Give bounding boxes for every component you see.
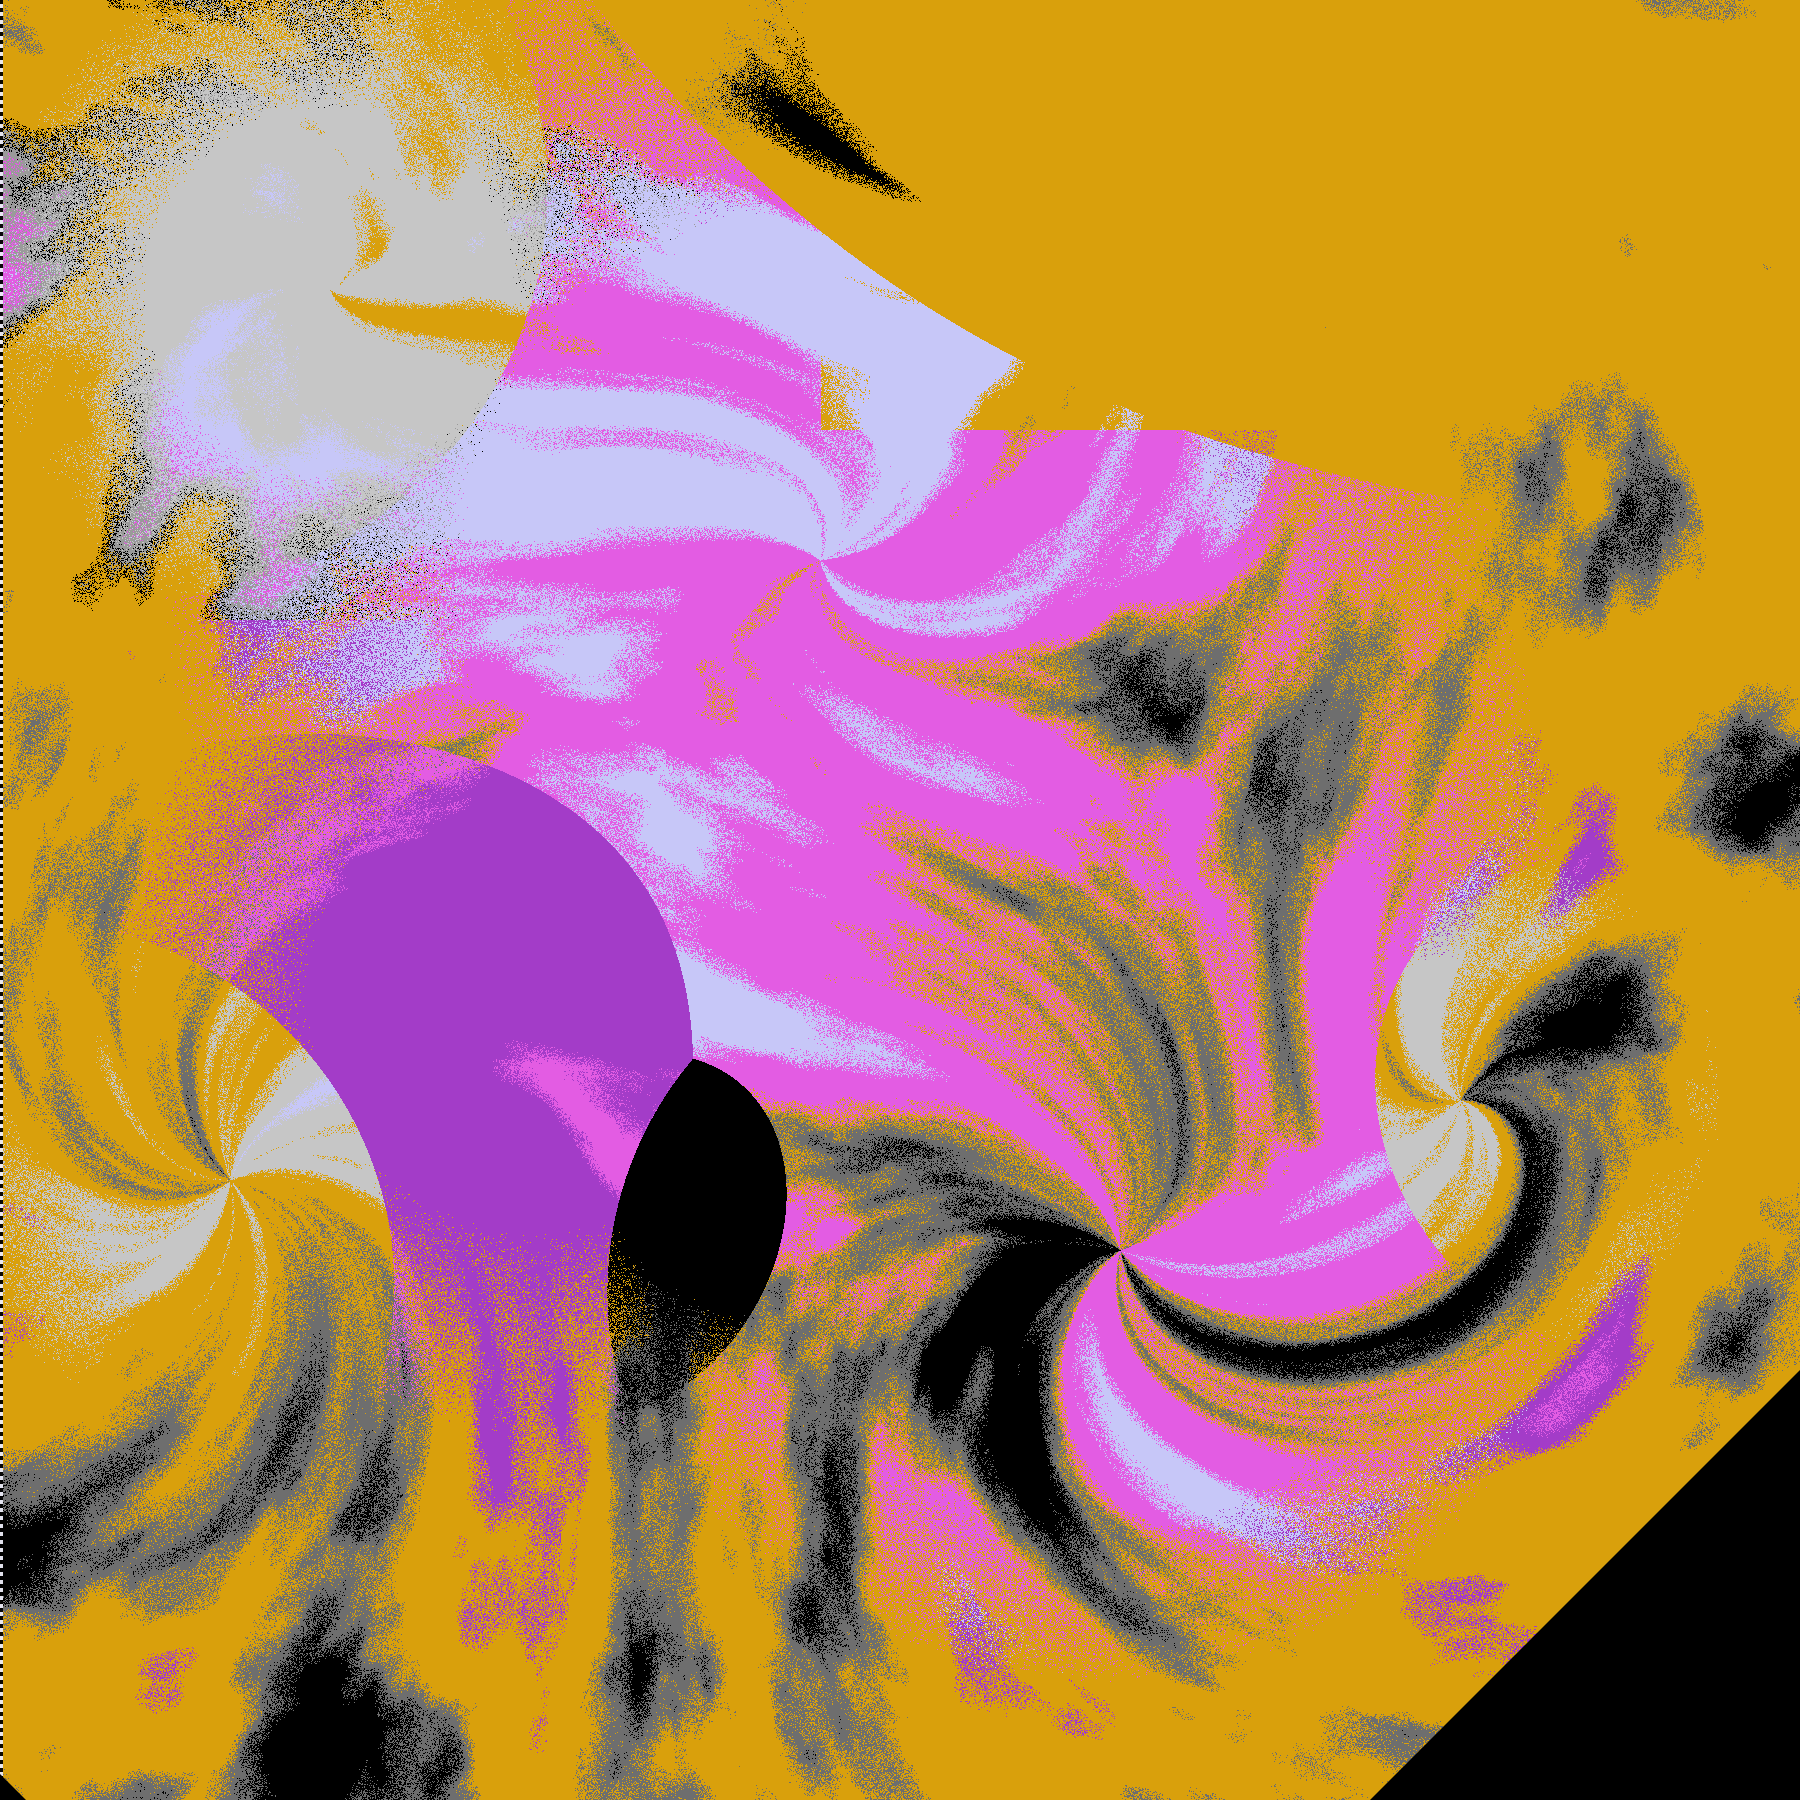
- false-color-satellite-canvas: [0, 0, 1800, 1800]
- satellite-image-viewport: [0, 0, 1800, 1800]
